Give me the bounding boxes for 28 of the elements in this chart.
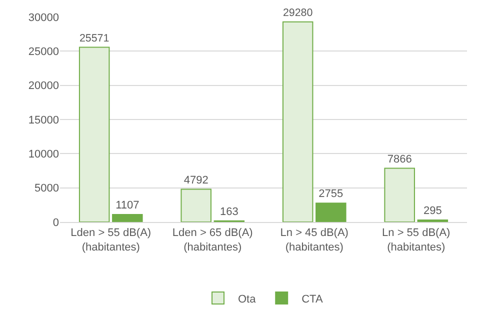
y-tick-label: 5000 [34, 182, 59, 195]
data-label: 29280 [282, 7, 313, 19]
bar [180, 188, 212, 222]
data-label: 295 [423, 204, 442, 217]
bar [316, 202, 346, 222]
y-tick-label: 25000 [28, 46, 59, 58]
bar [384, 168, 415, 222]
bar [112, 214, 143, 222]
legend-label: Ota [238, 293, 257, 306]
data-label: 2755 [318, 188, 344, 200]
legend-label: CTA [302, 293, 324, 306]
x-tick-label: Lden > 55 dB(A) (habitantes) [70, 227, 152, 254]
y-tick-label: 10000 [28, 148, 59, 161]
y-tick-label: 15000 [28, 114, 59, 126]
data-label: 7866 [387, 153, 412, 166]
data-label: 25571 [79, 32, 110, 44]
x-tick-label: Ln > 55 dB(A) (habitantes) [382, 227, 450, 254]
y-tick-label: 20000 [28, 80, 59, 92]
data-label: 1107 [116, 199, 140, 212]
x-tick-label: Ln > 45 dB(A) (habitantes) [280, 227, 348, 254]
bar [78, 46, 110, 222]
bar [417, 219, 448, 222]
bar [282, 21, 314, 222]
y-tick-label: 30000 [28, 12, 59, 24]
y-tick-label: 0 [52, 216, 59, 229]
data-label: 4792 [184, 174, 208, 186]
x-tick-label: Lden > 65 dB(A) (habitantes) [172, 227, 253, 254]
data-label: 163 [220, 206, 238, 218]
